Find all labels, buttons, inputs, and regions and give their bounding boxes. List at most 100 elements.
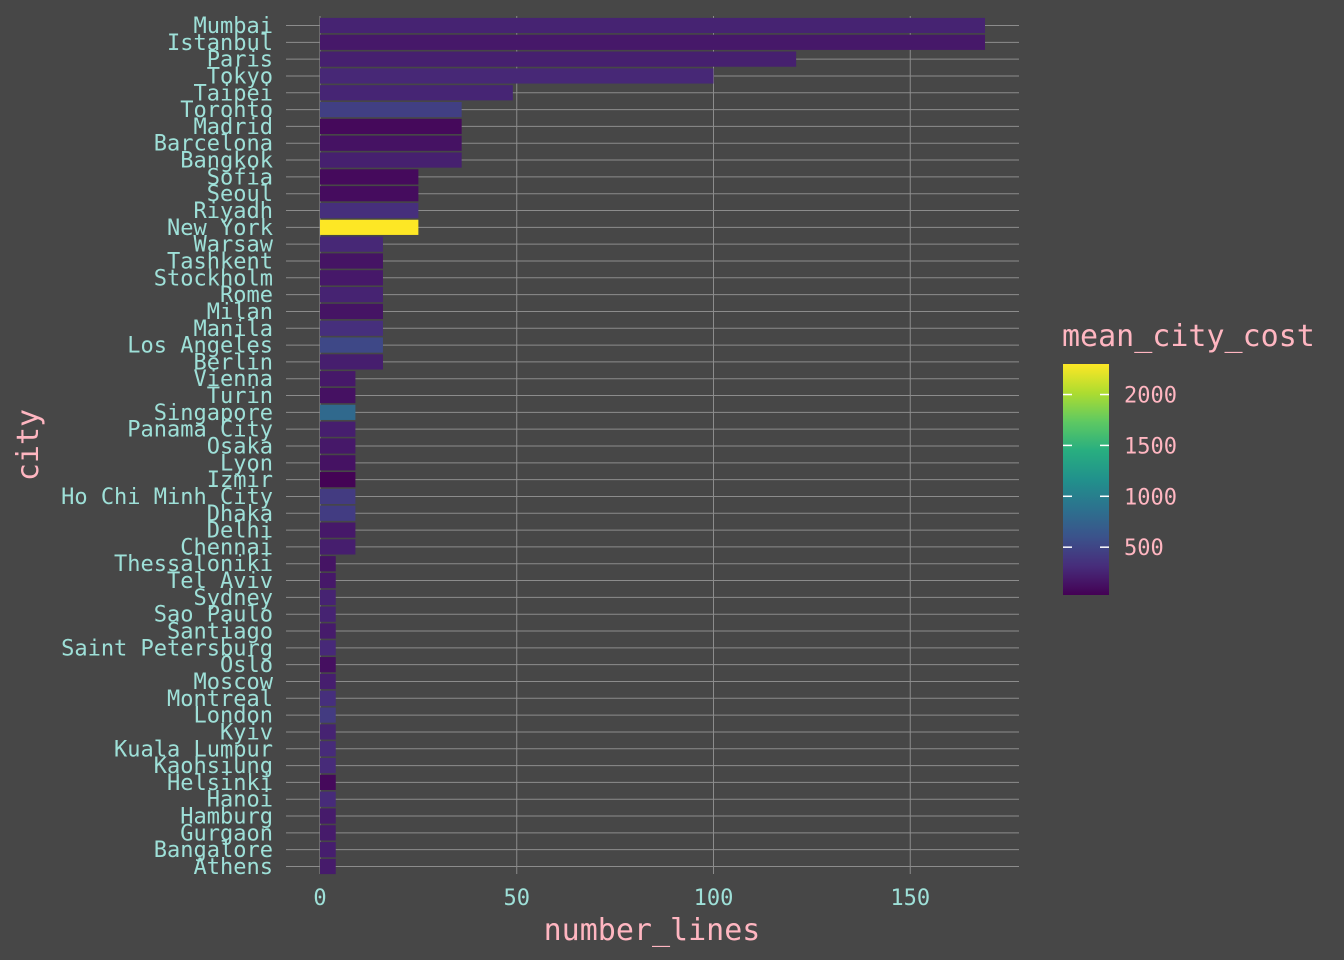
bar-tokyo	[320, 68, 714, 84]
bar-bangkok	[320, 152, 462, 168]
y-tick-label: Helsinki	[167, 771, 273, 796]
bar-panama-city	[320, 421, 356, 437]
bar-kaohsiung	[320, 757, 336, 774]
bar-saint-petersburg	[320, 640, 336, 656]
legend-colorbar	[1063, 364, 1109, 595]
x-axis-title: number_lines	[544, 913, 761, 948]
y-tick-label: Athens	[194, 855, 273, 880]
y-tick-label: Stockholm	[154, 266, 273, 291]
y-tick-label: Madrid	[194, 115, 273, 140]
bar-helsinki	[320, 774, 336, 790]
y-tick-label: Warsaw	[194, 233, 274, 258]
y-tick-label: Sydney	[194, 586, 273, 611]
bar-vienna	[320, 371, 356, 387]
bar-delhi	[320, 522, 356, 538]
y-tick-label: Turin	[207, 384, 273, 409]
bar-tel-aviv	[320, 572, 336, 589]
bar-lyon	[320, 455, 356, 471]
y-tick-label: Chennai	[180, 535, 273, 560]
bar-athens	[320, 858, 336, 875]
bar-seoul	[320, 186, 419, 202]
y-tick-label: Montreal	[167, 687, 273, 712]
y-tick-label: Toronto	[180, 98, 273, 123]
y-tick-label: Oslo	[220, 653, 273, 678]
x-tick-label: 150	[890, 886, 930, 911]
y-tick-label: Gurgaon	[180, 821, 273, 846]
bar-istanbul	[320, 34, 986, 50]
y-tick-label: Rome	[220, 283, 273, 308]
y-tick-label: Izmir	[207, 468, 273, 493]
bar-stockholm	[320, 270, 383, 286]
bar-gurgaon	[320, 825, 336, 841]
y-tick-label: Los Angeles	[127, 334, 273, 359]
y-tick-label: Bangkok	[180, 149, 273, 174]
bar-paris	[320, 51, 797, 67]
y-tick-label: Moscow	[194, 670, 274, 695]
x-tick-label: 50	[504, 886, 531, 911]
bars	[320, 17, 986, 875]
y-tick-label: Panama City	[127, 418, 273, 443]
bar-berlin	[320, 354, 383, 370]
y-tick-label: Berlin	[194, 350, 273, 375]
bar-milan	[320, 303, 383, 320]
bar-montreal	[320, 690, 336, 706]
y-tick-label: Mumbai	[194, 14, 273, 39]
bar-warsaw	[320, 236, 383, 252]
y-tick-label: New York	[167, 216, 273, 241]
y-tick-label: Sao Paulo	[154, 603, 273, 628]
y-tick-label: Hanoi	[207, 788, 273, 813]
y-tick-label: London	[194, 704, 273, 729]
y-tick-label: Thessaloniki	[114, 552, 273, 577]
y-tick-label: Kaohsiung	[154, 754, 273, 779]
y-tick-label: Dhaka	[207, 502, 273, 527]
x-tick-label: 0	[313, 886, 326, 911]
bar-rome	[320, 287, 383, 303]
legend-tick-label: 1500	[1124, 434, 1177, 459]
y-tick-label: Santiago	[167, 620, 273, 645]
legend-ticks: 500 1000 1500 2000	[1063, 384, 1177, 561]
bar-taipei	[320, 85, 513, 101]
bar-sofia	[320, 169, 419, 185]
bar-mumbai	[320, 17, 986, 34]
y-tick-label: Kuala Lumpur	[114, 737, 273, 762]
color-legend: mean_city_cost 500 1000 1500 2000	[1062, 319, 1315, 595]
y-tick-label: Paris	[207, 48, 273, 73]
y-tick-label: Osaka	[207, 435, 273, 460]
bar-kuala-lumpur	[320, 741, 336, 757]
bar-los-angeles	[320, 337, 383, 353]
bar-riyadh	[320, 202, 419, 219]
bar-bangalore	[320, 842, 336, 858]
y-tick-label: Manila	[194, 317, 273, 342]
bar-turin	[320, 387, 356, 404]
bar-ho-chi-minh-city	[320, 488, 356, 505]
legend-title: mean_city_cost	[1062, 319, 1315, 354]
y-tick-label: Milan	[207, 300, 273, 325]
y-tick-label: Istanbul	[167, 31, 273, 56]
bar-osaka	[320, 438, 356, 454]
bar-new-york	[320, 219, 419, 235]
bar-sao-paulo	[320, 606, 336, 622]
bar-oslo	[320, 657, 336, 673]
y-tick-label: Taipei	[194, 81, 273, 106]
bar-london	[320, 707, 336, 723]
y-tick-label: Tel Aviv	[167, 569, 273, 594]
y-tick-label: Sofia	[207, 165, 273, 190]
y-tick-label: Singapore	[154, 401, 273, 426]
bar-izmir	[320, 472, 356, 488]
y-tick-label: Saint Petersburg	[61, 636, 273, 661]
y-tick-label: Bangalore	[154, 838, 273, 863]
y-tick-label: Delhi	[207, 519, 273, 544]
bar-kyiv	[320, 724, 336, 740]
bar-singapore	[320, 404, 356, 420]
y-tick-labels: MumbaiIstanbulParisTokyoTaipeiTorontoMad…	[61, 14, 274, 880]
y-tick-label: Seoul	[207, 182, 273, 207]
bar-toronto	[320, 102, 462, 118]
bar-madrid	[320, 118, 462, 135]
y-tick-label: Hamburg	[180, 805, 273, 830]
bar-barcelona	[320, 135, 462, 151]
y-tick-label: Riyadh	[194, 199, 273, 224]
y-tick-label: Tashkent	[167, 249, 273, 274]
legend-tick-label: 1000	[1124, 485, 1177, 510]
y-tick-label: Vienna	[194, 367, 273, 392]
